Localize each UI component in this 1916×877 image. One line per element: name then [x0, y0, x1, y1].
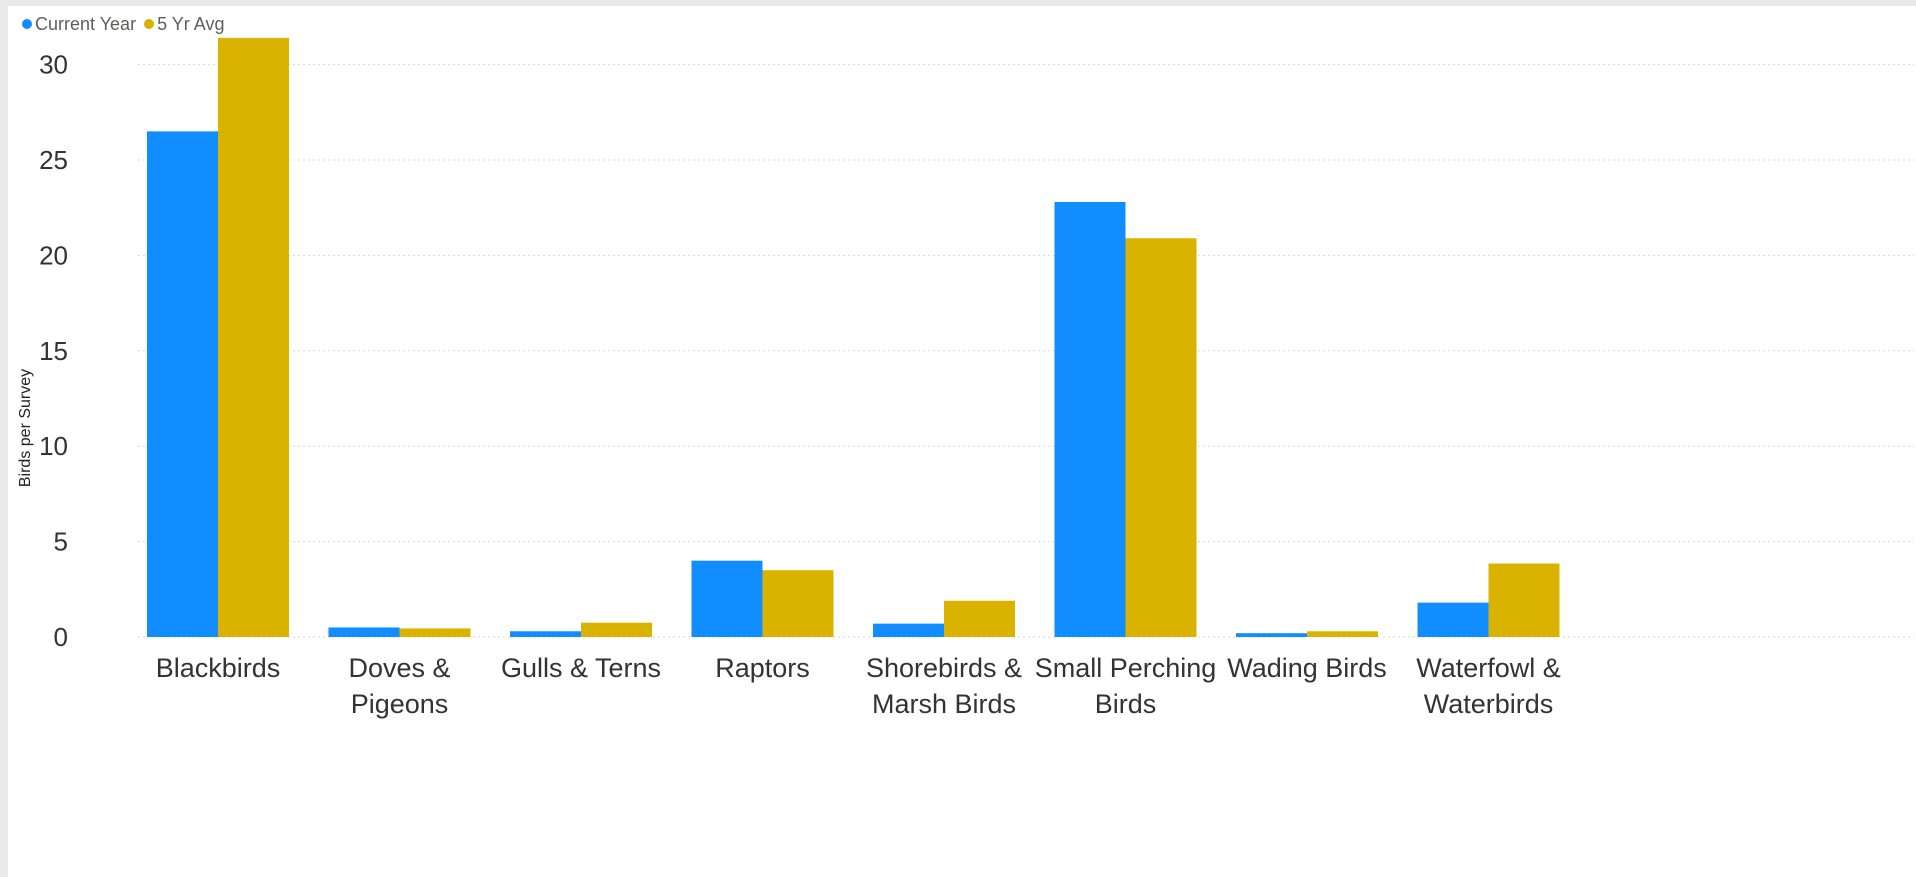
bar-current-year[interactable]	[510, 631, 581, 637]
gridlines	[138, 64, 1914, 638]
y-tick-label: 5	[54, 527, 68, 557]
x-category-label: Doves & Pigeons	[348, 653, 450, 719]
x-category-label-line: Raptors	[715, 653, 810, 683]
bar-current-year[interactable]	[328, 627, 400, 637]
bar-current-year[interactable]	[1054, 201, 1126, 637]
y-tick-label: 10	[39, 431, 68, 461]
bar-5-yr-avg[interactable]	[399, 628, 471, 637]
legend-swatch-5-yr-avg	[144, 19, 155, 29]
y-tick-label: 30	[39, 50, 68, 80]
x-category-label-line: Shorebirds &	[866, 653, 1022, 683]
bar-current-year[interactable]	[873, 623, 944, 637]
x-category-label: Wading Birds	[1227, 653, 1387, 683]
x-category-label-line: Blackbirds	[156, 653, 281, 683]
y-tick-label: 15	[39, 336, 68, 366]
x-category-label: Gulls & Terns	[501, 653, 661, 683]
x-category-label-line: Marsh Birds	[872, 689, 1016, 719]
y-tick-label: 0	[54, 622, 68, 652]
x-category-label: Shorebirds & Marsh Birds	[866, 653, 1022, 719]
x-category-label-line: Pigeons	[351, 689, 449, 719]
chart-panel: Current Year 5 Yr Avg 0 5 10 15 20 25 30 Black…	[8, 6, 1916, 877]
bar-5-yr-avg[interactable]	[762, 570, 834, 637]
x-category-label-line: Waterbirds	[1424, 689, 1554, 719]
x-category-label-line: Small Perching	[1035, 653, 1217, 683]
bar-current-year[interactable]	[1236, 633, 1307, 637]
legend-label-5-yr-avg: 5 Yr Avg	[157, 13, 225, 34]
bar-chart: 0 5 10 15 20 25 30 Blackbirds Doves & Pigeons Gul…	[17, 37, 1914, 719]
legend-item-current-year[interactable]: Current Year	[22, 14, 136, 35]
x-category-label-line: Waterfowl &	[1416, 653, 1561, 683]
y-tick-label: 25	[39, 145, 68, 175]
bar-current-year[interactable]	[147, 131, 218, 637]
bar-5-yr-avg[interactable]	[218, 37, 289, 637]
bar-5-yr-avg[interactable]	[1488, 563, 1560, 637]
legend-label-current-year: Current Year	[35, 13, 137, 34]
bar-5-yr-avg[interactable]	[1125, 238, 1197, 637]
x-axis-labels: Blackbirds Doves & Pigeons Gulls & Terns Rap…	[156, 653, 1561, 719]
x-category-label-line: Gulls & Terns	[501, 653, 661, 683]
bar-5-yr-avg[interactable]	[581, 622, 652, 637]
x-category-label-line: Doves &	[348, 653, 450, 683]
y-axis-ticks: 0 5 10 15 20 25 30	[39, 50, 68, 652]
chart-legend[interactable]: Current Year 5 Yr Avg	[22, 12, 224, 36]
x-category-label: Raptors	[715, 653, 810, 683]
legend-item-5-yr-avg[interactable]: 5 Yr Avg	[144, 14, 224, 35]
bar-5-yr-avg[interactable]	[944, 600, 1015, 637]
bar-current-year[interactable]	[691, 560, 763, 637]
y-axis-title: Birds per Survey	[17, 369, 34, 487]
bars	[147, 37, 1560, 637]
bar-5-yr-avg[interactable]	[1307, 631, 1378, 637]
legend-swatch-current-year	[22, 19, 32, 29]
x-category-label-line: Wading Birds	[1227, 653, 1387, 683]
x-category-label: Waterfowl & Waterbirds	[1416, 653, 1561, 719]
x-category-label: Small Perching Birds	[1035, 653, 1217, 719]
x-category-label-line: Birds	[1095, 689, 1157, 719]
y-tick-label: 20	[39, 240, 68, 270]
x-category-label: Blackbirds	[156, 653, 281, 683]
bar-current-year[interactable]	[1417, 602, 1489, 637]
